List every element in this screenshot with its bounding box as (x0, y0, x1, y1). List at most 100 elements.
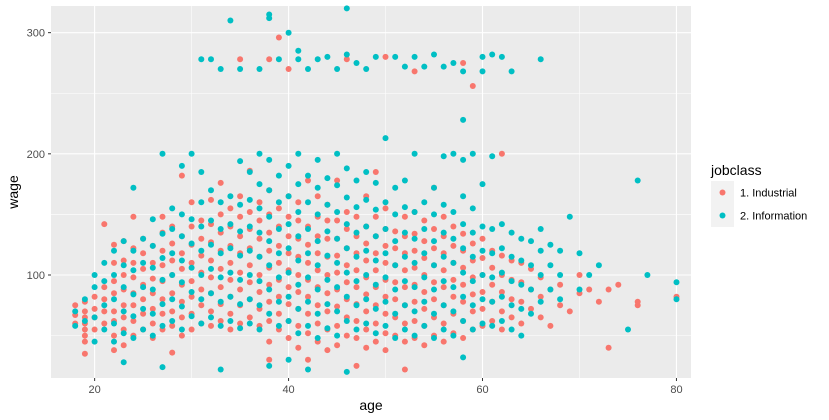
point-information (498, 318, 505, 324)
point-information (149, 286, 156, 293)
point-information (169, 272, 176, 278)
point-information (275, 56, 282, 63)
point-industrial (188, 293, 195, 300)
point-information (188, 313, 195, 320)
point-information (246, 169, 253, 175)
point-industrial (159, 310, 166, 317)
point-information (411, 235, 418, 242)
point-information (343, 318, 350, 324)
point-information (411, 332, 418, 339)
plot-panel (51, 6, 691, 378)
point-information (305, 172, 311, 179)
point-industrial (140, 250, 147, 257)
point-information (266, 213, 273, 220)
point-information (576, 250, 583, 257)
point-information (498, 221, 505, 228)
point-information (460, 354, 467, 361)
legend-entries: 1. Industrial 2. Information (711, 181, 807, 227)
point-industrial (246, 209, 253, 215)
point-information (314, 335, 321, 341)
point-information (334, 308, 341, 315)
grid-lines (51, 6, 691, 378)
point-industrial (440, 320, 447, 327)
point-information (305, 322, 311, 329)
point-information (469, 302, 476, 309)
point-information (547, 286, 554, 293)
point-information (295, 257, 302, 264)
point-industrial (353, 267, 360, 274)
point-information (237, 276, 244, 283)
point-industrial (343, 209, 350, 215)
point-information (227, 221, 234, 228)
point-industrial (372, 213, 379, 220)
point-industrial (111, 332, 117, 339)
point-industrial (489, 264, 496, 271)
point-industrial (314, 250, 321, 257)
point-information (295, 47, 302, 54)
point-industrial (178, 172, 185, 179)
point-industrial (566, 308, 573, 315)
point-information (111, 247, 117, 254)
point-industrial (256, 199, 263, 206)
point-information (324, 325, 331, 332)
point-information (149, 310, 156, 317)
point-information (382, 199, 389, 206)
point-industrial (111, 308, 117, 315)
point-industrial (295, 322, 302, 329)
point-information (363, 196, 370, 203)
point-industrial (334, 177, 341, 184)
point-information (411, 308, 418, 315)
point-information (392, 53, 399, 60)
point-information (285, 318, 292, 324)
point-information (295, 281, 302, 288)
point-industrial (363, 344, 370, 351)
point-information (198, 320, 205, 327)
point-industrial (140, 265, 147, 272)
point-industrial (227, 276, 234, 283)
point-industrial (178, 265, 185, 272)
point-industrial (479, 289, 486, 295)
point-information (469, 229, 476, 236)
point-industrial (188, 223, 195, 230)
point-information (111, 338, 117, 345)
point-information (595, 262, 602, 269)
point-information (217, 226, 224, 232)
point-information (275, 274, 282, 281)
point-information (586, 272, 593, 278)
point-information (130, 267, 137, 274)
point-industrial (285, 66, 292, 72)
point-information (363, 272, 370, 278)
point-industrial (285, 335, 292, 341)
point-industrial (140, 310, 147, 317)
point-industrial (469, 308, 476, 315)
point-information (547, 262, 554, 269)
point-industrial (421, 238, 428, 245)
point-industrial (256, 217, 263, 224)
point-industrial (401, 338, 408, 345)
point-industrial (246, 279, 253, 286)
point-information (256, 253, 263, 260)
point-information (411, 53, 418, 60)
point-information (450, 60, 457, 66)
point-industrial (353, 335, 360, 341)
point-information (401, 302, 408, 309)
point-information (208, 56, 214, 63)
point-information (518, 281, 525, 288)
point-industrial (557, 302, 564, 309)
point-information (401, 177, 408, 184)
point-industrial (411, 264, 418, 271)
point-information (479, 296, 486, 303)
point-industrial (431, 226, 437, 232)
point-industrial (392, 279, 399, 286)
point-information (528, 286, 534, 293)
point-information (227, 293, 234, 300)
point-industrial (615, 281, 622, 288)
point-information (188, 150, 195, 157)
point-information (372, 257, 379, 264)
point-information (81, 318, 88, 324)
point-information (120, 359, 127, 366)
point-information (217, 250, 224, 257)
point-industrial (460, 281, 467, 288)
point-industrial (237, 233, 244, 240)
point-information (625, 326, 631, 333)
